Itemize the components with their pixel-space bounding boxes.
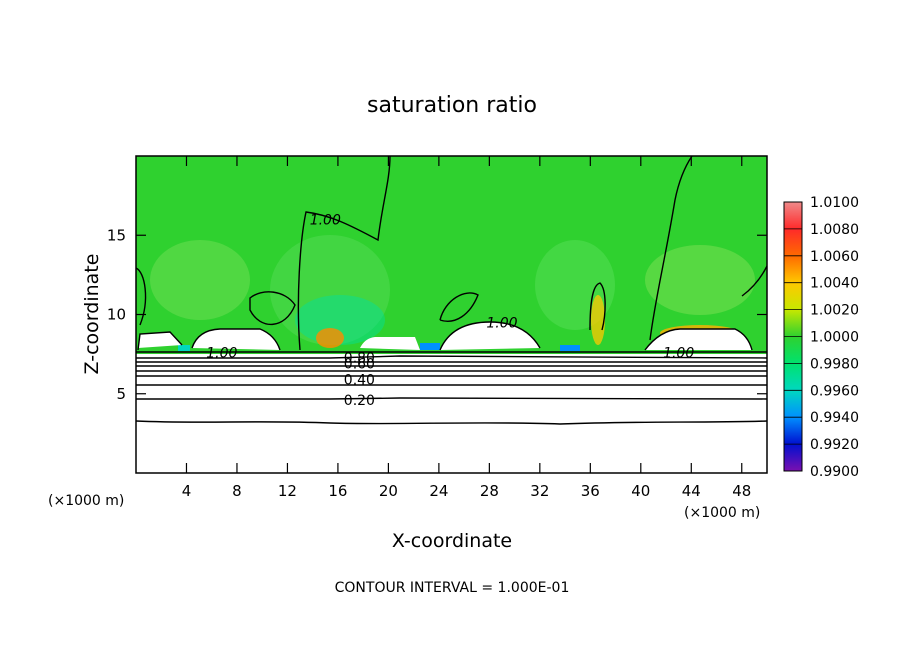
colorbar-label: 1.0080 (810, 222, 859, 238)
colorbar-segment (784, 282, 802, 310)
colorbar-label: 1.0000 (810, 330, 859, 346)
colorbar-segment (784, 444, 802, 471)
x-tick-label: 12 (278, 482, 297, 500)
supersat-spot (591, 295, 605, 345)
contour-1-00 (439, 321, 541, 351)
contour-1-00 (191, 328, 281, 351)
contour-0-80 (136, 355, 768, 359)
colorbar-label: 0.9980 (810, 356, 859, 372)
supersat-spot (316, 328, 344, 348)
contour-label: 1.00 (663, 346, 694, 362)
colorbar-segment (784, 336, 802, 364)
colorbar-segment (784, 363, 802, 391)
colorbar-segment (784, 228, 802, 256)
x-tick-label: 16 (328, 482, 347, 500)
colorbar-label: 0.9940 (810, 410, 859, 426)
contour-0-20 (136, 397, 768, 400)
colorbar-segment (784, 202, 802, 229)
contour-1-00 (137, 331, 183, 351)
y-axis-label: Z-coordinate (81, 254, 103, 375)
contour-1-00 (297, 155, 391, 351)
field-lower (136, 354, 767, 473)
colorbar-segment (784, 417, 802, 445)
contour-lines (135, 155, 768, 425)
contour-label: 1.00 (206, 346, 237, 362)
contour-interval-note: CONTOUR INTERVAL = 1.000E-01 (335, 580, 570, 596)
subsat-spot (178, 345, 190, 351)
x-tick-label: 44 (682, 482, 701, 500)
x-tick-label: 32 (530, 482, 549, 500)
contour-label: 0.20 (344, 393, 375, 409)
x-tick-label: 4 (182, 482, 192, 500)
contour-label: 1.00 (486, 315, 517, 331)
colorbar-label: 1.0020 (810, 303, 859, 319)
contour-1-00 (741, 265, 768, 297)
contour-1-00 (644, 328, 753, 351)
x-unit-left: (×1000 m) (48, 493, 124, 509)
colorbar-label: 1.0100 (810, 195, 859, 211)
x-tick-label: 36 (581, 482, 600, 500)
x-axis-label: X-coordinate (392, 530, 512, 552)
field-patch (645, 245, 755, 315)
contour-1-00 (589, 282, 606, 331)
colorbar-label: 0.9960 (810, 383, 859, 399)
bump-white (440, 322, 540, 350)
contour-1-00 (135, 267, 147, 326)
colorbar-segment (784, 309, 802, 337)
contour-label: 0.80 (344, 350, 375, 366)
colorbar: 1.0100 1.0080 1.0060 1.0040 1.0020 1.0000 0.99… (783, 195, 859, 480)
field-patch (150, 240, 250, 320)
bump-white (645, 329, 752, 350)
x-tick-label: 8 (232, 482, 242, 500)
bump-white (192, 329, 280, 350)
field-patch (295, 295, 385, 345)
x-tick-label: 24 (429, 482, 448, 500)
colorbar-label: 1.0060 (810, 249, 859, 265)
field-upper (136, 156, 767, 356)
x-tick-label: 28 (480, 482, 499, 500)
bump-white (138, 332, 182, 348)
subsat-spot (560, 345, 580, 351)
x-tick-label: 48 (732, 482, 751, 500)
y-tick-label: 10 (107, 306, 126, 324)
colorbar-label: 0.9920 (810, 437, 859, 453)
contour-1-00 (649, 155, 693, 341)
subsat-spot (420, 343, 440, 350)
contour-1-00 (439, 292, 479, 322)
contour-0-10 (135, 420, 768, 425)
chart-title: saturation ratio (367, 93, 537, 118)
contour-label: 0.60 (344, 357, 375, 373)
colorbar-segment (784, 255, 802, 283)
x-tick-label: 20 (379, 482, 398, 500)
contour-1-00 (249, 291, 296, 326)
x-unit-right: (×1000 m) (684, 505, 760, 521)
y-tick-label: 5 (116, 385, 126, 403)
contour-label: 0.40 (344, 372, 375, 388)
contour-label: 1.00 (310, 212, 341, 228)
colorbar-label: 1.0040 (810, 276, 859, 292)
x-tick-label: 40 (631, 482, 650, 500)
plot-area: 1.00 1.00 1.00 1.00 0.800.600.40 0.20 (135, 155, 768, 474)
colorbar-segment (784, 390, 802, 418)
y-tick-label: 15 (107, 226, 126, 244)
bump-white (360, 337, 420, 350)
colorbar-label: 0.9900 (810, 464, 859, 480)
